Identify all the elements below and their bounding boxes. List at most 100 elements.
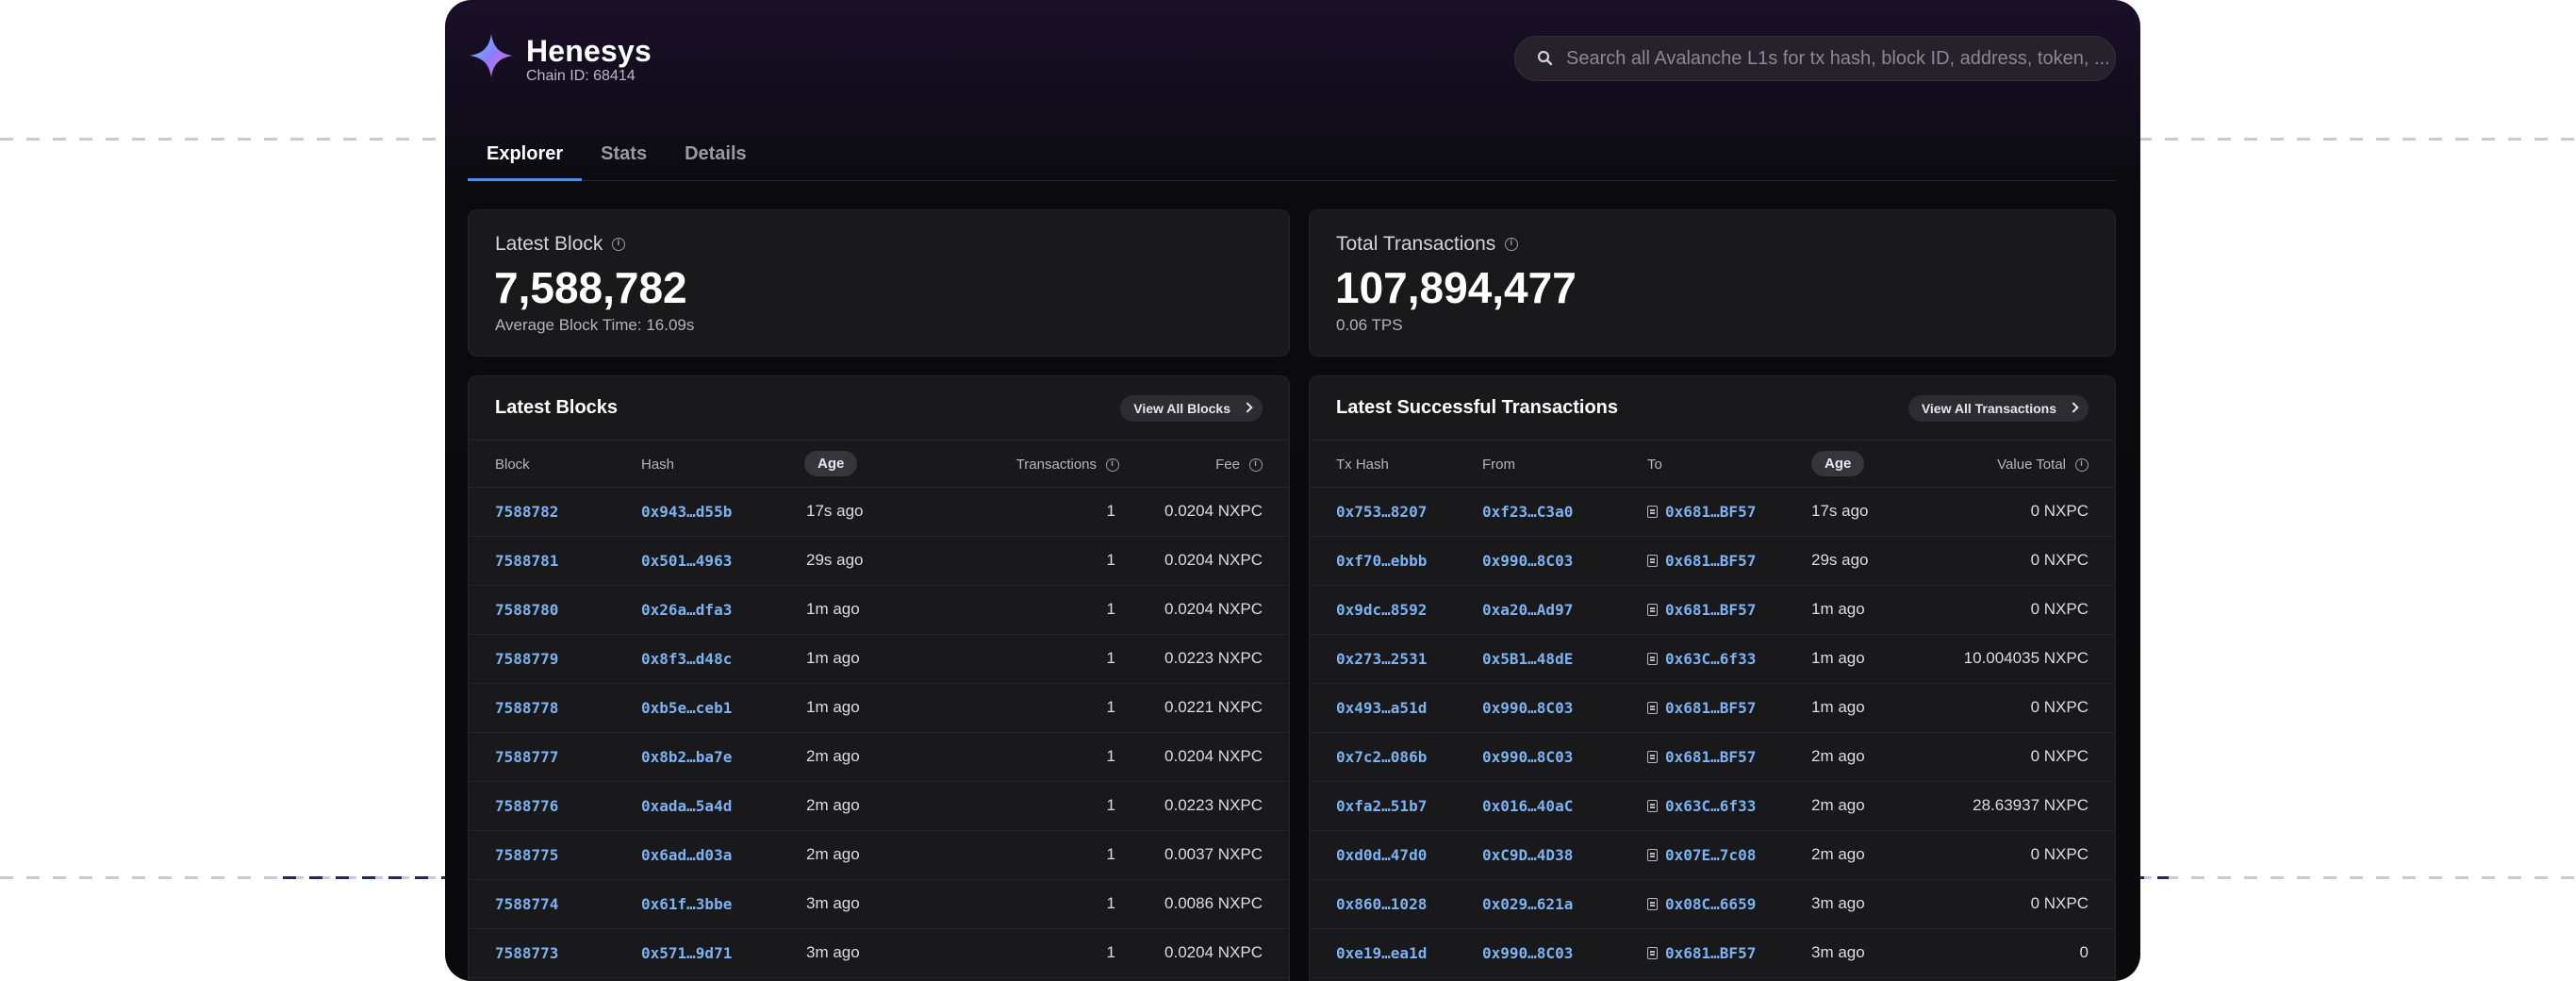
block-fee: 0.0204 NXPC — [1164, 502, 1263, 520]
tab-bar: Explorer Stats Details — [468, 132, 2116, 181]
tx-value-total: 0 NXPC — [2030, 845, 2089, 863]
block-hash-link[interactable]: 0x501…4963 — [641, 552, 733, 570]
block-hash-link[interactable]: 0x943…d55b — [641, 503, 733, 521]
tx-from-link[interactable]: 0x5B1…48dE — [1482, 650, 1574, 668]
total-transactions-value: 107,894,477 — [1335, 263, 1577, 312]
tx-from-link[interactable]: 0x990…8C03 — [1482, 748, 1574, 766]
tx-value-total: 28.63937 NXPC — [1973, 796, 2089, 814]
column-value-total-label: Value Total — [1997, 457, 2066, 473]
block-number-link[interactable]: 7588774 — [495, 895, 559, 913]
tab-stats[interactable]: Stats — [601, 143, 648, 164]
tx-from-link[interactable]: 0x990…8C03 — [1482, 944, 1574, 962]
info-icon[interactable] — [1249, 457, 1263, 472]
latest-transactions-card: Latest Successful Transactions View All … — [1309, 375, 2116, 981]
search-icon — [1537, 50, 1553, 66]
block-number-link[interactable]: 7588778 — [495, 699, 559, 717]
block-number-link[interactable]: 7588779 — [495, 650, 559, 668]
table-row: 7588774 0x61f…3bbe 3m ago 1 0.0086 NXPC — [469, 880, 1289, 929]
block-number-link[interactable]: 7588776 — [495, 797, 559, 815]
search-bar[interactable] — [1514, 36, 2116, 81]
tx-from-link[interactable]: 0x029…621a — [1482, 895, 1574, 913]
tx-age: 1m ago — [1811, 649, 1865, 667]
info-icon[interactable] — [1106, 457, 1119, 472]
table-row: 0x860…1028 0x029…621a 0x08C…6659 3m ago 0 NX… — [1310, 880, 2115, 929]
table-row: 7588776 0xada…5a4d 2m ago 1 0.0223 NXPC — [469, 782, 1289, 831]
tab-details[interactable]: Details — [685, 143, 747, 164]
tx-to-address: 0x681…BF57 — [1665, 503, 1757, 521]
block-hash-link[interactable]: 0x8f3…d48c — [641, 650, 733, 668]
tx-to-link[interactable]: 0x681…BF57 — [1647, 699, 1756, 717]
tx-from-link[interactable]: 0xC9D…4D38 — [1482, 846, 1574, 864]
table-row: 7588775 0x6ad…d03a 2m ago 1 0.0037 NXPC — [469, 831, 1289, 880]
tx-from-link[interactable]: 0x990…8C03 — [1482, 699, 1574, 717]
tx-hash-link[interactable]: 0x753…8207 — [1336, 503, 1428, 521]
tx-from-link[interactable]: 0x016…40aC — [1482, 797, 1574, 815]
tx-hash-link[interactable]: 0x9dc…8592 — [1336, 601, 1428, 619]
table-row: 7588777 0x8b2…ba7e 2m ago 1 0.0204 NXPC — [469, 733, 1289, 782]
tx-hash-link[interactable]: 0x860…1028 — [1336, 895, 1428, 913]
tx-from-link[interactable]: 0xf23…C3a0 — [1482, 503, 1574, 521]
latest-blocks-card: Latest Blocks View All Blocks Block Hash… — [468, 375, 1290, 981]
tx-to-link[interactable]: 0x63C…6f33 — [1647, 650, 1756, 668]
tx-from-link[interactable]: 0x990…8C03 — [1482, 552, 1574, 570]
app-name: Henesys — [526, 34, 652, 68]
view-all-blocks-button[interactable]: View All Blocks — [1120, 395, 1263, 422]
average-block-time: Average Block Time: 16.09s — [495, 316, 695, 334]
block-number-link[interactable]: 7588773 — [495, 944, 559, 962]
chevron-right-icon — [1242, 402, 1253, 413]
tx-age: 17s ago — [1811, 502, 1869, 520]
tx-to-link[interactable]: 0x08C…6659 — [1647, 895, 1756, 913]
block-number-link[interactable]: 7588775 — [495, 846, 559, 864]
view-all-transactions-button[interactable]: View All Transactions — [1907, 395, 2089, 422]
block-hash-link[interactable]: 0xada…5a4d — [641, 797, 733, 815]
block-hash-link[interactable]: 0x26a…dfa3 — [641, 601, 733, 619]
tx-to-address: 0x681…BF57 — [1665, 601, 1757, 619]
tx-hash-link[interactable]: 0xe19…ea1d — [1336, 944, 1428, 962]
tx-to-link[interactable]: 0x681…BF57 — [1647, 944, 1756, 962]
block-hash-link[interactable]: 0x8b2…ba7e — [641, 748, 733, 766]
block-hash-link[interactable]: 0x6ad…d03a — [641, 846, 733, 864]
block-number-link[interactable]: 7588777 — [495, 748, 559, 766]
contract-icon — [1647, 751, 1658, 763]
tx-to-link[interactable]: 0x681…BF57 — [1647, 748, 1756, 766]
block-tx-count: 1 — [1106, 796, 1115, 814]
latest-blocks-header: Latest Blocks View All Blocks — [469, 376, 1289, 441]
tx-hash-link[interactable]: 0x273…2531 — [1336, 650, 1428, 668]
table-row: 0xfa2…51b7 0x016…40aC 0x63C…6f33 2m ago 28.6… — [1310, 782, 2115, 831]
tx-to-link[interactable]: 0x681…BF57 — [1647, 552, 1756, 570]
tx-hash-link[interactable]: 0xfa2…51b7 — [1336, 797, 1428, 815]
tx-hash-link[interactable]: 0xd0d…47d0 — [1336, 846, 1428, 864]
tx-hash-link[interactable]: 0x493…a51d — [1336, 699, 1428, 717]
tx-to-address: 0x08C…6659 — [1665, 895, 1757, 913]
column-age-toggle[interactable]: Age — [1811, 451, 1865, 476]
tx-to-link[interactable]: 0x681…BF57 — [1647, 503, 1756, 521]
info-icon[interactable] — [1505, 238, 1519, 251]
block-hash-link[interactable]: 0x571…9d71 — [641, 944, 733, 962]
search-input[interactable] — [1566, 47, 2115, 70]
info-icon[interactable] — [2075, 457, 2089, 472]
block-age: 1m ago — [806, 698, 860, 716]
tx-hash-link[interactable]: 0x7c2…086b — [1336, 748, 1428, 766]
block-age: 1m ago — [806, 600, 860, 618]
tx-to-link[interactable]: 0x07E…7c08 — [1647, 846, 1756, 864]
tx-hash-link[interactable]: 0xf70…ebbb — [1336, 552, 1428, 570]
tx-to-link[interactable]: 0x681…BF57 — [1647, 601, 1756, 619]
block-number-link[interactable]: 7588782 — [495, 503, 559, 521]
info-icon[interactable] — [612, 238, 626, 251]
block-tx-count: 1 — [1106, 894, 1115, 912]
block-hash-link[interactable]: 0xb5e…ceb1 — [641, 699, 733, 717]
table-row: 0x9dc…8592 0xa20…Ad97 0x681…BF57 1m ago 0 NX… — [1310, 586, 2115, 635]
star-logo-icon[interactable] — [468, 32, 515, 79]
column-age-toggle[interactable]: Age — [804, 451, 858, 476]
tx-from-link[interactable]: 0xa20…Ad97 — [1482, 601, 1574, 619]
block-number-link[interactable]: 7588780 — [495, 601, 559, 619]
latest-blocks-rows: 7588782 0x943…d55b 17s ago 1 0.0204 NXPC 7588… — [469, 488, 1289, 978]
header: Henesys Chain ID: 68414 — [445, 0, 2140, 123]
tx-to-link[interactable]: 0x63C…6f33 — [1647, 797, 1756, 815]
tab-explorer[interactable]: Explorer — [468, 132, 583, 181]
block-hash-link[interactable]: 0x61f…3bbe — [641, 895, 733, 913]
block-age: 3m ago — [806, 943, 860, 961]
table-row: 0xe19…ea1d 0x990…8C03 0x681…BF57 3m ago 0 — [1310, 929, 2115, 978]
block-number-link[interactable]: 7588781 — [495, 552, 559, 570]
